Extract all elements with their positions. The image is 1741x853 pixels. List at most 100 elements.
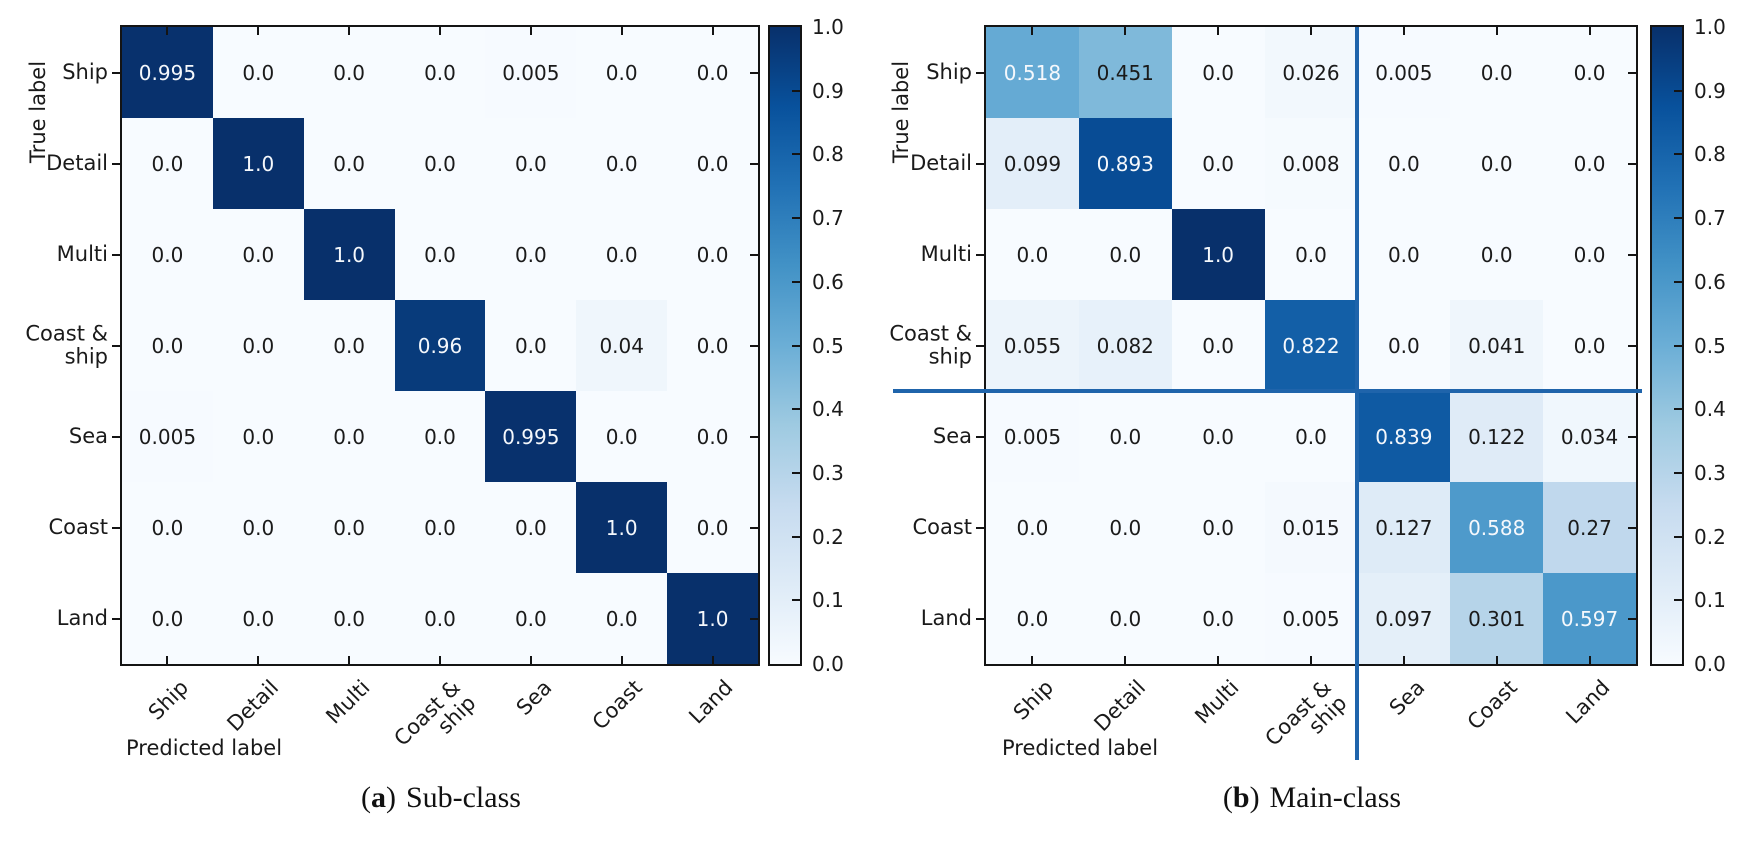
row-label: Sea — [932, 423, 972, 448]
col-label: Coast — [1462, 675, 1522, 735]
row-label: Multi — [920, 241, 972, 266]
axis-tick — [529, 27, 532, 35]
colorbar-tick-label: 0.9 — [1694, 78, 1726, 103]
matrix-cell: 0.0 — [485, 118, 577, 209]
matrix-cell: 0.0 — [485, 482, 577, 573]
matrix-cell: 0.0 — [1171, 391, 1265, 482]
axis-tick — [1628, 435, 1636, 438]
axis-tick — [976, 162, 984, 165]
axis-tick — [1495, 27, 1498, 35]
matrix-cell: 0.893 — [1078, 118, 1172, 209]
row-label: Detail — [46, 150, 108, 175]
caption-open-paren: ( — [361, 781, 372, 814]
axis-tick — [112, 435, 120, 438]
row-label: Detail — [910, 150, 972, 175]
row-label: Coast & ship — [889, 320, 972, 369]
row-label: Multi — [56, 241, 108, 266]
axis-tick — [976, 71, 984, 74]
colorbar-tick — [792, 535, 800, 538]
caption-sub-class: (a) Sub-class — [361, 781, 521, 815]
colorbar — [1650, 25, 1684, 666]
matrix-cell: 0.96 — [394, 300, 486, 391]
axis-tick — [976, 617, 984, 620]
colorbar-tick-label: 0.5 — [812, 333, 844, 358]
colorbar-tick-label: 0.8 — [1694, 142, 1726, 167]
col-label: Detail — [1089, 675, 1151, 737]
matrix-cell: 0.0 — [576, 209, 668, 300]
matrix-cell: 0.0 — [1264, 209, 1358, 300]
matrix-cell: 0.27 — [1543, 482, 1636, 573]
matrix-cell: 0.04 — [576, 300, 668, 391]
matrix-cell: 0.0 — [485, 573, 577, 664]
matrix-cell: 0.0 — [122, 118, 213, 209]
matrix-cell: 0.0 — [1357, 209, 1451, 300]
matrix-cell: 0.0 — [303, 482, 395, 573]
axis-tick — [1310, 27, 1312, 35]
caption-open-paren: ( — [1222, 781, 1233, 814]
axis-tick — [1588, 27, 1591, 35]
matrix-cell: 0.0 — [303, 300, 395, 391]
axis-tick — [1217, 656, 1220, 664]
matrix-cell: 0.097 — [1357, 573, 1451, 664]
matrix-cell: 1.0 — [667, 573, 758, 664]
colorbar-tick-label: 0.3 — [1694, 460, 1726, 485]
matrix-cell: 0.0 — [1543, 27, 1636, 118]
caption-text: Sub-class — [405, 781, 521, 814]
matrix-cell: 0.0 — [303, 573, 395, 664]
colorbar — [768, 25, 802, 666]
matrix-cell: 0.127 — [1357, 482, 1451, 573]
matrix-cell: 0.0 — [212, 209, 304, 300]
axis-tick — [112, 617, 120, 620]
colorbar-tick-label: 0.4 — [1694, 397, 1726, 422]
colorbar-tick — [1674, 344, 1682, 347]
x-axis-title: Predicted label — [126, 736, 283, 760]
axis-tick — [711, 27, 714, 35]
matrix-cell: 0.0 — [212, 27, 304, 118]
axis-tick — [112, 253, 120, 256]
colorbar-tick — [1674, 535, 1682, 538]
matrix-cell: 1.0 — [576, 482, 668, 573]
matrix-cell: 0.0 — [394, 482, 486, 573]
axis-tick — [348, 656, 351, 664]
matrix-cell: 0.0 — [303, 27, 395, 118]
matrix-cell: 0.0 — [303, 118, 395, 209]
axis-tick — [620, 656, 623, 664]
axis-tick — [439, 656, 441, 664]
matrix-cell: 0.122 — [1450, 391, 1544, 482]
matrix-cell: 0.0 — [667, 27, 758, 118]
matrix-cell: 0.034 — [1543, 391, 1636, 482]
colorbar-tick — [1674, 153, 1682, 156]
matrix-cell: 0.008 — [1264, 118, 1358, 209]
matrix-cell: 0.082 — [1078, 300, 1172, 391]
colorbar-tick-label: 0.4 — [812, 397, 844, 422]
axis-tick — [750, 435, 758, 438]
colorbar-tick-label: 0.3 — [812, 460, 844, 485]
matrix-cell: 0.0 — [667, 482, 758, 573]
matrix-cell: 0.0 — [212, 482, 304, 573]
axis-tick — [750, 71, 758, 74]
col-label: Ship — [1008, 675, 1058, 725]
matrix-cell: 0.839 — [1357, 391, 1451, 482]
colorbar-tick-label: 0.7 — [1694, 206, 1726, 231]
axis-tick — [1628, 344, 1636, 347]
colorbar-tick — [1674, 217, 1682, 220]
matrix-cell: 0.0 — [1078, 573, 1172, 664]
matrix-cell: 0.0 — [394, 118, 486, 209]
caption-letter: b — [1232, 781, 1250, 814]
matrix-cell: 0.0 — [576, 118, 668, 209]
axis-tick — [166, 27, 169, 35]
colorbar-tick-label: 0.6 — [812, 269, 844, 294]
matrix-cell: 0.0 — [986, 209, 1079, 300]
colorbar-tick — [1674, 599, 1682, 602]
matrix-cell: 0.0 — [986, 573, 1079, 664]
axis-tick — [112, 344, 120, 347]
colorbar-tick — [792, 89, 800, 92]
matrix-cell: 0.451 — [1078, 27, 1172, 118]
axis-tick — [1031, 656, 1034, 664]
matrix-cell: 1.0 — [303, 209, 395, 300]
matrix-cell: 0.0 — [485, 209, 577, 300]
matrix-cell: 0.0 — [1078, 209, 1172, 300]
row-label: Coast — [48, 514, 108, 539]
